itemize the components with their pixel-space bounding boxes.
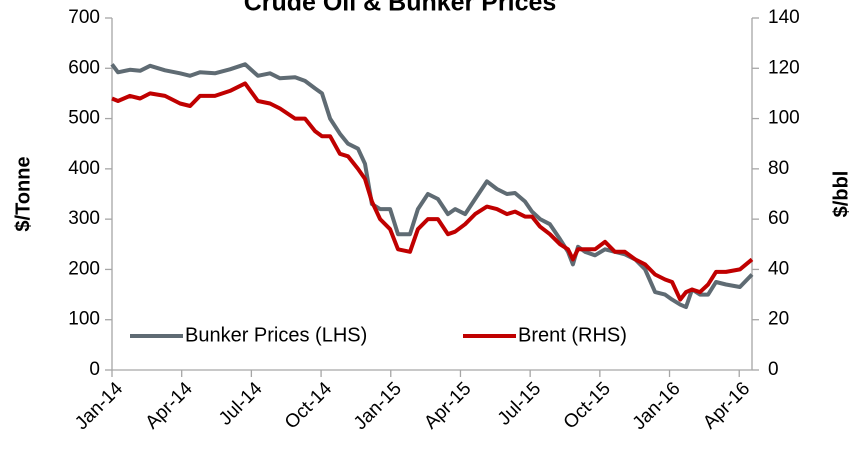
- x-tick-label: Apr-14: [142, 378, 197, 433]
- x-tick-label: Jul-14: [215, 378, 267, 430]
- x-tick-label: Jul-15: [494, 378, 545, 429]
- x-tick-label: Jan-16: [629, 378, 685, 434]
- x-tick-label: Oct-14: [281, 378, 336, 433]
- x-tick-label: Apr-16: [699, 378, 754, 433]
- x-tick-label: Jan-14: [71, 378, 127, 434]
- legend-label: Brent (RHS): [518, 324, 627, 346]
- y2-tick-label: 120: [768, 57, 800, 78]
- y-tick-label: 0: [89, 359, 100, 380]
- x-tick-label: Apr-15: [420, 378, 475, 433]
- x-tick-label: Jan-15: [350, 378, 406, 434]
- y2-tick-label: 100: [768, 108, 800, 129]
- y-tick-label: 700: [68, 7, 100, 28]
- y2-tick-label: 20: [768, 309, 789, 330]
- legend-label: Bunker Prices (LHS): [185, 324, 367, 346]
- y2-tick-label: 0: [768, 359, 779, 380]
- chart-title: Crude Oil & Bunker Prices: [244, 0, 557, 17]
- y-axis-label: $/Tonne: [12, 156, 34, 231]
- y2-tick-label: 60: [768, 208, 789, 229]
- y-tick-label: 200: [68, 258, 100, 279]
- series-line: [110, 62, 754, 310]
- y2-tick-label: 80: [768, 158, 789, 179]
- x-tick-label: Oct-15: [560, 378, 615, 433]
- y2-tick-label: 140: [768, 7, 800, 28]
- y2-axis-label: $/bbl: [830, 171, 852, 218]
- y-tick-label: 100: [68, 309, 100, 330]
- y-tick-label: 400: [68, 158, 100, 179]
- y-tick-label: 500: [68, 108, 100, 129]
- y-tick-label: 600: [68, 57, 100, 78]
- series-line: [111, 81, 754, 302]
- y2-tick-label: 40: [768, 258, 789, 279]
- y-tick-label: 300: [68, 208, 100, 229]
